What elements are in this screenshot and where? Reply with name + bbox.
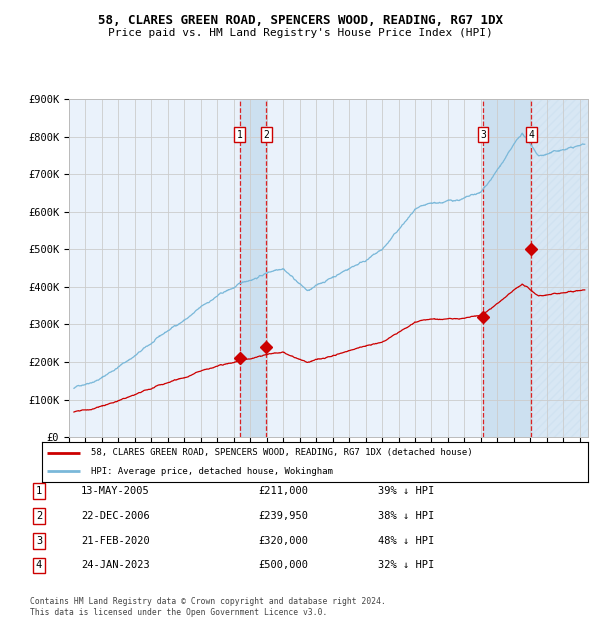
Text: 2: 2	[36, 511, 42, 521]
Text: 32% ↓ HPI: 32% ↓ HPI	[378, 560, 434, 570]
Text: Price paid vs. HM Land Registry's House Price Index (HPI): Price paid vs. HM Land Registry's House …	[107, 28, 493, 38]
Text: 21-FEB-2020: 21-FEB-2020	[81, 536, 150, 546]
Text: £211,000: £211,000	[258, 486, 308, 496]
Text: £239,950: £239,950	[258, 511, 308, 521]
Text: 3: 3	[36, 536, 42, 546]
Bar	[239, 99, 266, 437]
Text: 24-JAN-2023: 24-JAN-2023	[81, 560, 150, 570]
Text: £500,000: £500,000	[258, 560, 308, 570]
Text: 38% ↓ HPI: 38% ↓ HPI	[378, 511, 434, 521]
Text: 3: 3	[480, 130, 486, 140]
Text: 58, CLARES GREEN ROAD, SPENCERS WOOD, READING, RG7 1DX (detached house): 58, CLARES GREEN ROAD, SPENCERS WOOD, RE…	[91, 448, 473, 458]
Text: £320,000: £320,000	[258, 536, 308, 546]
Text: 4: 4	[529, 130, 535, 140]
Text: 39% ↓ HPI: 39% ↓ HPI	[378, 486, 434, 496]
Text: 22-DEC-2006: 22-DEC-2006	[81, 511, 150, 521]
Text: 4: 4	[36, 560, 42, 570]
Bar	[532, 99, 588, 437]
Text: Contains HM Land Registry data © Crown copyright and database right 2024.
This d: Contains HM Land Registry data © Crown c…	[30, 598, 386, 617]
Text: 48% ↓ HPI: 48% ↓ HPI	[378, 536, 434, 546]
Text: 2: 2	[263, 130, 269, 140]
Text: 1: 1	[237, 130, 242, 140]
Bar	[483, 99, 532, 437]
Text: 1: 1	[36, 486, 42, 496]
Text: HPI: Average price, detached house, Wokingham: HPI: Average price, detached house, Woki…	[91, 467, 333, 476]
Text: 13-MAY-2005: 13-MAY-2005	[81, 486, 150, 496]
Text: 58, CLARES GREEN ROAD, SPENCERS WOOD, READING, RG7 1DX: 58, CLARES GREEN ROAD, SPENCERS WOOD, RE…	[97, 14, 503, 27]
